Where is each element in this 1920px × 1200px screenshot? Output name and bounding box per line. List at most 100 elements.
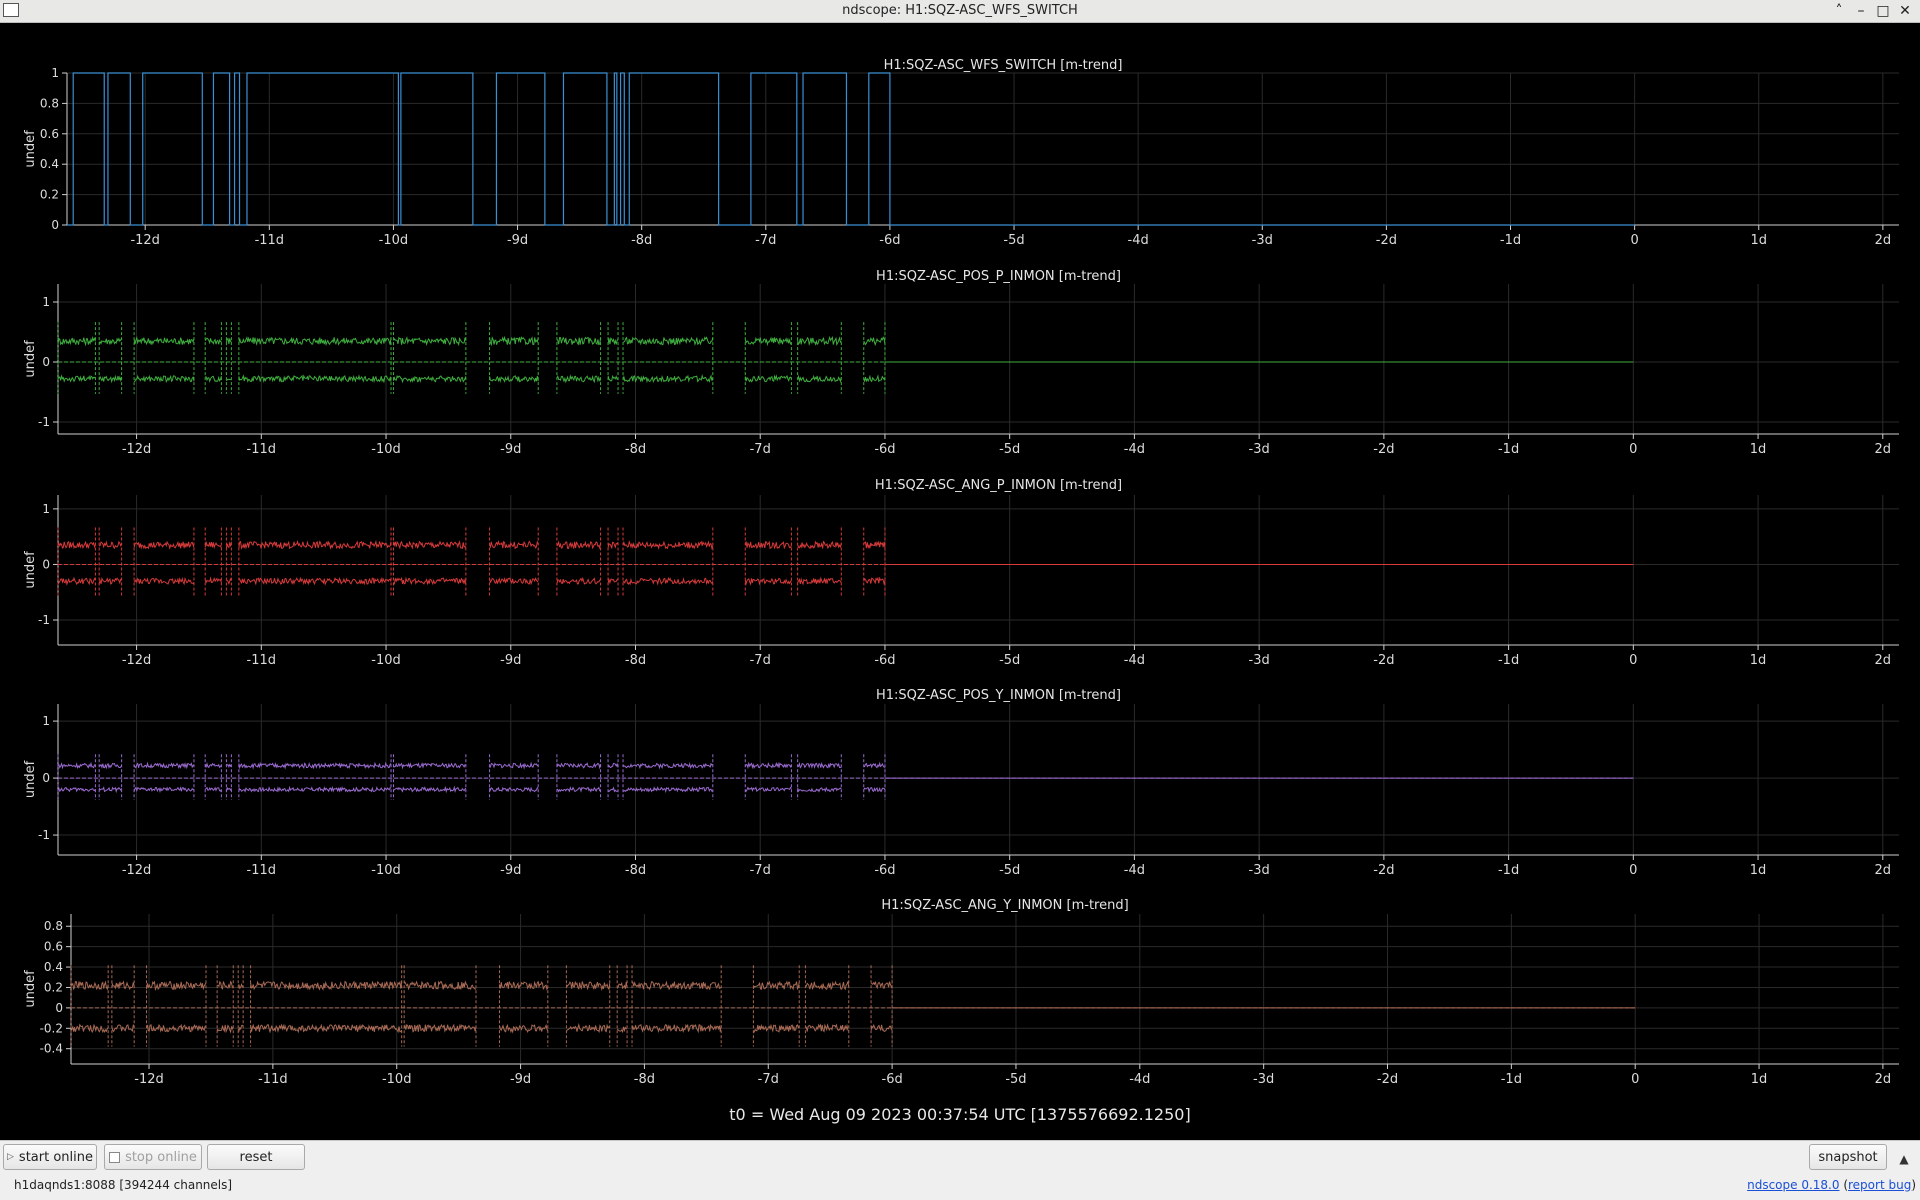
minimize-icon[interactable]: – <box>1857 3 1865 19</box>
series-envelope-lower <box>863 576 886 586</box>
series-envelope-upper <box>225 541 232 549</box>
close-icon[interactable]: ✕ <box>1899 3 1911 19</box>
series-envelope-upper <box>403 980 476 991</box>
x-tick-label: -5d <box>1005 1072 1026 1087</box>
plot-panel-4: H1:SQZ-ASC_POS_Y_INMON [m-trend]-12d -11d… <box>23 688 1899 878</box>
series-envelope-lower <box>98 577 122 585</box>
series-envelope-upper <box>556 762 602 770</box>
series-envelope-lower <box>797 374 842 383</box>
series-envelope-upper <box>250 980 403 991</box>
plot-title: H1:SQZ-ASC_ANG_P_INMON [m-trend] <box>875 478 1122 493</box>
y-tick-label: 1 <box>51 66 59 80</box>
series-envelope-lower <box>133 576 195 586</box>
reset-button[interactable]: reset <box>207 1144 305 1170</box>
x-tick-label: -6d <box>874 653 895 668</box>
snapshot-button[interactable]: snapshot <box>1809 1144 1887 1170</box>
x-tick-label: -8d <box>634 1072 655 1087</box>
x-tick-label: -9d <box>507 233 528 248</box>
series-envelope-upper <box>204 541 222 550</box>
series-envelope-lower <box>225 786 232 792</box>
x-tick-label: -8d <box>625 653 646 668</box>
x-tick-label: -3d <box>1252 233 1273 248</box>
series-envelope-lower <box>237 1024 244 1033</box>
series-envelope-upper <box>631 980 722 991</box>
x-tick-label: -3d <box>1253 1072 1274 1087</box>
series-envelope-lower <box>250 1023 403 1034</box>
plots-canvas[interactable]: H1:SQZ-ASC_WFS_SWITCH [m-trend] -12d -11d -… <box>0 23 1920 1140</box>
version-link[interactable]: ndscope 0.18.0 <box>1747 1178 1840 1192</box>
x-tick-label: -11d <box>247 653 277 668</box>
x-tick-label: 0 <box>1629 653 1637 668</box>
x-tick-label: -12d <box>130 233 160 248</box>
series-envelope-lower <box>744 374 792 383</box>
series-envelope-lower <box>863 374 886 383</box>
series-envelope-lower <box>204 786 222 792</box>
series-envelope-lower <box>622 576 714 586</box>
x-tick-label: -1d <box>1498 653 1519 668</box>
series-envelope-lower <box>57 786 96 793</box>
y-tick-label: 0 <box>42 557 50 571</box>
series-envelope-upper <box>238 539 392 550</box>
y-tick-label: 0 <box>51 218 59 232</box>
maximize-icon[interactable]: □ <box>1876 3 1890 19</box>
series-envelope-lower <box>57 374 96 383</box>
x-tick-label: -4d <box>1124 863 1145 878</box>
series-envelope-upper <box>98 540 123 550</box>
series-envelope-upper <box>607 762 619 769</box>
series-envelope-upper <box>393 336 467 347</box>
stop-online-button[interactable]: stop online <box>104 1144 202 1170</box>
plot-area: H1:SQZ-ASC_WFS_SWITCH [m-trend] -12d -11d -… <box>0 23 1920 1140</box>
x-tick-label: 0 <box>1630 233 1638 248</box>
series-envelope-lower <box>238 785 392 793</box>
y-axis-label: undef <box>23 340 38 378</box>
y-tick-label: -1 <box>38 828 50 842</box>
report-bug-link[interactable]: report bug <box>1848 1178 1912 1192</box>
series-envelope-lower <box>238 374 392 384</box>
series-envelope-upper <box>133 540 195 550</box>
x-tick-label: -11d <box>247 442 277 457</box>
y-tick-label: 0 <box>42 771 50 785</box>
series-envelope-upper <box>752 980 800 991</box>
stop-online-label: stop online <box>125 1149 197 1165</box>
start-online-button[interactable]: ▷ start online <box>3 1144 97 1170</box>
y-tick-label: -1 <box>38 415 50 429</box>
x-tick-label: -9d <box>500 653 521 668</box>
app-icon[interactable] <box>3 3 19 17</box>
x-tick-label: -1d <box>1498 863 1519 878</box>
series-envelope-lower <box>70 1023 109 1034</box>
plot-title: H1:SQZ-ASC_WFS_SWITCH [m-trend] <box>884 58 1123 73</box>
series-envelope-upper <box>98 762 123 770</box>
x-tick-label: -9d <box>500 442 521 457</box>
title-bar: ndscope: H1:SQZ-ASC_WFS_SWITCH ˄ – □ ✕ <box>0 0 1920 23</box>
server-status: h1daqnds1:8088 [394244 channels] <box>14 1178 233 1192</box>
y-axis-label: undef <box>23 130 38 168</box>
plot-panel-2: H1:SQZ-ASC_POS_P_INMON [m-trend]-12d -11d… <box>23 269 1899 457</box>
x-tick-label: -7d <box>750 863 771 878</box>
window-title: ndscope: H1:SQZ-ASC_WFS_SWITCH <box>842 3 1078 18</box>
series-envelope-upper <box>238 761 392 770</box>
x-tick-label: -10d <box>371 863 401 878</box>
y-tick-label: 0.4 <box>44 960 63 974</box>
series-envelope-upper <box>797 540 842 550</box>
series-envelope-upper <box>226 763 232 768</box>
x-tick-label: -12d <box>122 863 152 878</box>
x-tick-label: -7d <box>758 1072 779 1087</box>
expand-panel-icon[interactable]: ▲ <box>1899 1152 1909 1166</box>
series-envelope-upper <box>489 335 539 347</box>
x-tick-label: -4d <box>1128 233 1149 248</box>
y-tick-label: 0.6 <box>44 940 63 954</box>
x-tick-label: -7d <box>755 233 776 248</box>
plot-title: H1:SQZ-ASC_POS_P_INMON [m-trend] <box>876 269 1121 284</box>
series-envelope-upper <box>797 761 842 769</box>
series-envelope-lower <box>622 373 714 384</box>
y-axis-label: undef <box>23 551 38 589</box>
x-tick-label: -12d <box>134 1072 164 1087</box>
x-tick-label: -6d <box>874 442 895 457</box>
x-tick-label: -4d <box>1124 653 1145 668</box>
x-tick-label: -1d <box>1500 233 1521 248</box>
series-envelope-lower <box>403 1023 477 1033</box>
play-icon: ▷ <box>7 1152 14 1162</box>
series-envelope-lower <box>863 786 886 794</box>
series-envelope-upper <box>622 336 714 346</box>
keep-above-icon[interactable]: ˄ <box>1835 3 1843 19</box>
